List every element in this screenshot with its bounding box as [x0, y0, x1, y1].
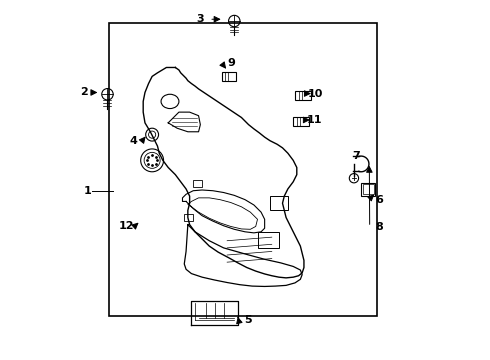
- Bar: [270, 196, 288, 210]
- Text: 10: 10: [308, 89, 323, 99]
- Bar: [363, 184, 373, 194]
- Text: 9: 9: [227, 58, 235, 68]
- Text: 1: 1: [83, 186, 91, 196]
- Text: 2: 2: [80, 87, 87, 98]
- Text: 6: 6: [375, 195, 383, 204]
- Text: 7: 7: [353, 151, 360, 161]
- Bar: [361, 183, 375, 196]
- Text: 11: 11: [307, 115, 322, 125]
- Bar: [258, 232, 279, 248]
- Bar: [295, 91, 311, 100]
- Text: 3: 3: [196, 14, 204, 24]
- Text: 12: 12: [119, 221, 134, 231]
- Bar: [193, 180, 202, 187]
- Text: 5: 5: [244, 315, 252, 325]
- Text: 4: 4: [130, 136, 138, 146]
- Text: 8: 8: [375, 222, 383, 232]
- Bar: [184, 214, 193, 221]
- Bar: [109, 23, 377, 316]
- Bar: [293, 117, 309, 126]
- Bar: [222, 72, 236, 81]
